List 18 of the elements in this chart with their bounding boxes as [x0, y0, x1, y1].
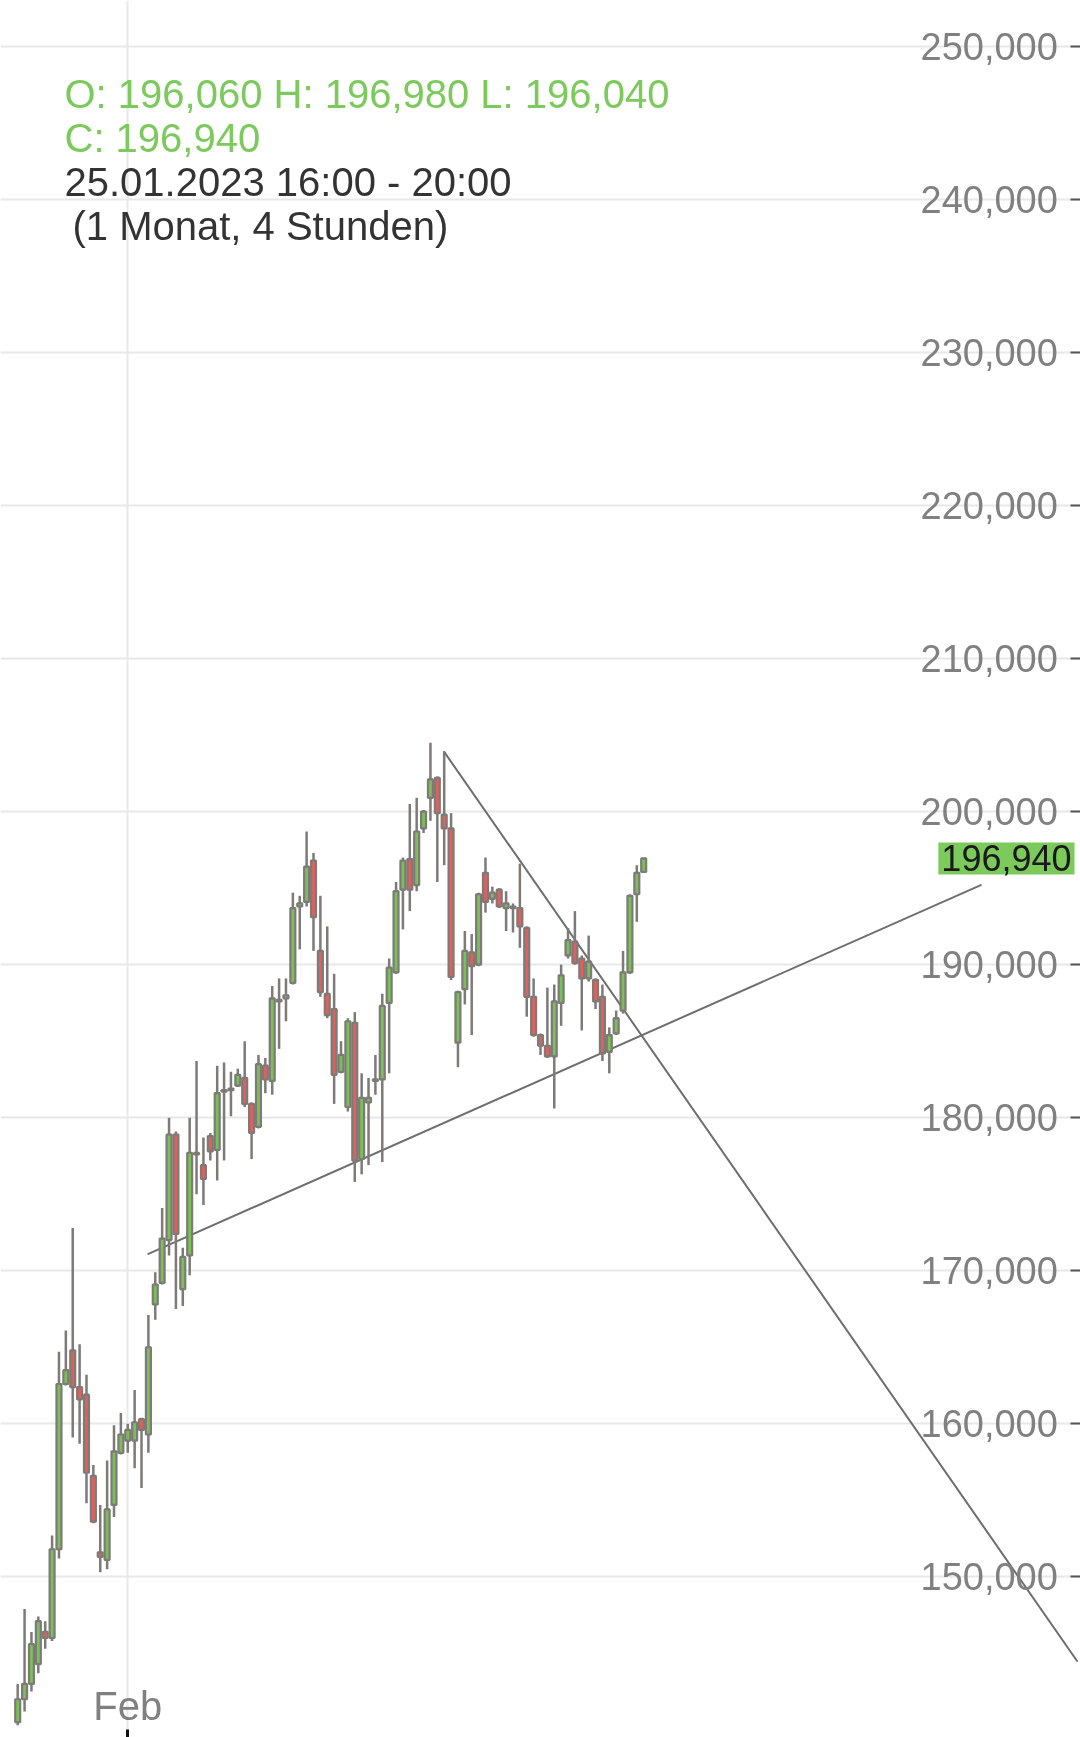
y-tick-label: 220,000: [920, 485, 1058, 528]
y-tick-label: 250,000: [920, 25, 1058, 68]
y-tick-label: 200,000: [920, 791, 1058, 834]
y-tick-label: 210,000: [920, 638, 1058, 681]
y-tick-label: 170,000: [920, 1250, 1058, 1293]
candlestick: [282, 977, 290, 1023]
candlestick: [612, 1009, 620, 1037]
y-tick-label: 160,000: [920, 1403, 1058, 1446]
text: O: 196,060 H: 196,980 L: 196,040 C: 196,940: [64, 71, 670, 160]
y-tick-label: 230,000: [920, 331, 1058, 374]
annotation: 196,940: [941, 838, 1072, 880]
y-tick-label: 240,000: [920, 178, 1058, 221]
candlestick: [199, 1136, 208, 1207]
candlestick: [419, 808, 428, 835]
y-tick-label: 190,000: [920, 944, 1058, 987]
x-tick-label: Feb: [93, 1683, 163, 1728]
text: 25.01.2023 16:00 - 20:00 (1 Monat, 4 Stunden): [64, 159, 512, 248]
y-tick-label: 180,000: [920, 1097, 1058, 1140]
